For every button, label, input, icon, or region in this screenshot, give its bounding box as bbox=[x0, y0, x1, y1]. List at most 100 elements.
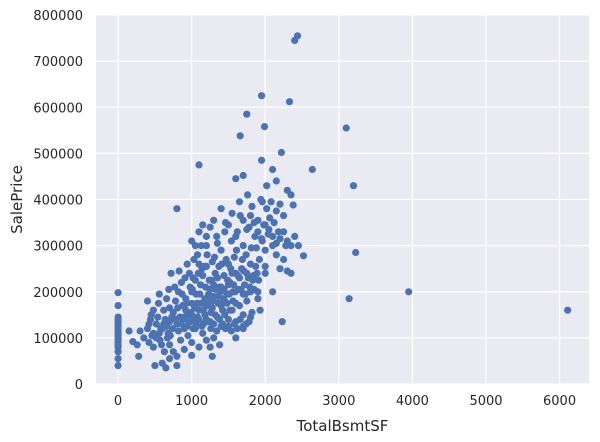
data-point bbox=[287, 269, 295, 277]
data-point bbox=[208, 352, 216, 360]
data-point bbox=[202, 232, 210, 240]
data-point bbox=[245, 318, 253, 326]
data-point bbox=[166, 355, 174, 363]
data-point bbox=[244, 191, 252, 199]
data-point bbox=[195, 161, 203, 169]
data-point bbox=[210, 216, 218, 224]
data-point bbox=[267, 198, 275, 206]
data-point bbox=[154, 313, 162, 321]
data-point bbox=[239, 242, 247, 250]
x-tick-label: 1000 bbox=[175, 394, 208, 409]
data-point bbox=[216, 341, 224, 349]
y-tick-label: 100000 bbox=[33, 332, 83, 347]
data-point bbox=[291, 36, 299, 45]
y-axis-label: SalePrice bbox=[8, 165, 26, 234]
data-point bbox=[272, 207, 280, 215]
data-point bbox=[258, 198, 266, 206]
data-point bbox=[236, 132, 244, 140]
data-point bbox=[206, 223, 214, 231]
data-point bbox=[238, 255, 246, 264]
data-point bbox=[256, 306, 264, 314]
data-point bbox=[136, 327, 144, 335]
data-point bbox=[254, 295, 262, 303]
data-point bbox=[269, 288, 277, 296]
data-point bbox=[166, 332, 174, 340]
data-point bbox=[272, 251, 280, 259]
data-point bbox=[174, 327, 182, 335]
data-point bbox=[243, 269, 251, 277]
data-point bbox=[149, 306, 157, 314]
data-point bbox=[143, 325, 152, 333]
data-point bbox=[168, 325, 177, 333]
data-point bbox=[269, 232, 277, 240]
data-point bbox=[183, 260, 191, 268]
x-tick-labels: 0 1000 2000 3000 4000 5000 6000 bbox=[114, 394, 576, 409]
data-point bbox=[278, 318, 286, 326]
data-point bbox=[199, 272, 207, 280]
data-point bbox=[276, 235, 284, 243]
data-point bbox=[114, 355, 122, 363]
data-point bbox=[233, 325, 241, 333]
data-point bbox=[227, 327, 235, 335]
data-point bbox=[229, 288, 237, 296]
data-point bbox=[258, 92, 266, 100]
data-point bbox=[261, 246, 269, 254]
data-point bbox=[173, 205, 181, 213]
data-point bbox=[342, 124, 350, 132]
data-point bbox=[166, 318, 174, 326]
data-point bbox=[197, 242, 205, 250]
data-point bbox=[199, 329, 207, 337]
data-point bbox=[228, 209, 236, 217]
data-point bbox=[114, 362, 122, 370]
data-point bbox=[248, 308, 256, 317]
data-point bbox=[157, 341, 166, 349]
data-point bbox=[250, 219, 258, 227]
data-point bbox=[214, 292, 222, 300]
data-point bbox=[218, 260, 226, 268]
data-point bbox=[210, 320, 218, 328]
data-point bbox=[266, 214, 274, 222]
data-point bbox=[232, 246, 241, 254]
data-point bbox=[269, 165, 277, 174]
y-tick-label: 0 bbox=[75, 378, 83, 393]
data-point bbox=[195, 260, 203, 268]
data-point bbox=[232, 232, 240, 240]
data-point bbox=[114, 313, 122, 321]
data-point bbox=[221, 297, 229, 305]
data-point bbox=[246, 212, 255, 220]
data-point bbox=[254, 228, 262, 236]
data-point bbox=[173, 362, 181, 370]
data-point bbox=[167, 269, 175, 277]
data-point bbox=[165, 285, 173, 293]
y-tick-label: 200000 bbox=[33, 286, 83, 301]
data-point bbox=[114, 289, 122, 297]
data-point bbox=[252, 262, 260, 270]
y-tick-label: 700000 bbox=[33, 55, 83, 70]
data-point bbox=[352, 248, 360, 257]
x-tick-label: 3000 bbox=[322, 394, 355, 409]
data-point bbox=[263, 182, 271, 190]
data-point bbox=[263, 205, 271, 213]
data-point bbox=[145, 338, 153, 347]
data-point bbox=[196, 290, 204, 298]
data-point bbox=[232, 299, 240, 307]
data-point bbox=[204, 318, 212, 326]
data-point bbox=[162, 364, 170, 372]
data-point bbox=[213, 274, 221, 282]
data-point bbox=[282, 242, 290, 250]
data-point bbox=[201, 311, 209, 319]
data-point bbox=[289, 201, 297, 209]
data-point bbox=[149, 343, 157, 351]
data-point bbox=[405, 288, 413, 296]
data-point bbox=[272, 177, 280, 185]
data-point bbox=[210, 281, 218, 289]
data-point bbox=[188, 351, 196, 359]
data-point bbox=[564, 306, 572, 314]
y-tick-labels: 0 100000 200000 300000 400000 500000 600000 700… bbox=[33, 9, 83, 393]
data-point bbox=[146, 315, 155, 323]
data-point bbox=[140, 334, 148, 342]
data-points bbox=[114, 32, 572, 372]
data-point bbox=[270, 219, 278, 227]
data-point bbox=[163, 295, 171, 303]
